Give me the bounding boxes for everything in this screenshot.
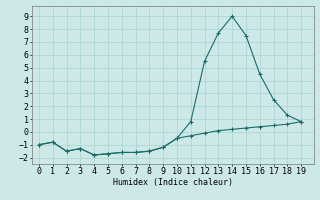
X-axis label: Humidex (Indice chaleur): Humidex (Indice chaleur) (113, 178, 233, 187)
